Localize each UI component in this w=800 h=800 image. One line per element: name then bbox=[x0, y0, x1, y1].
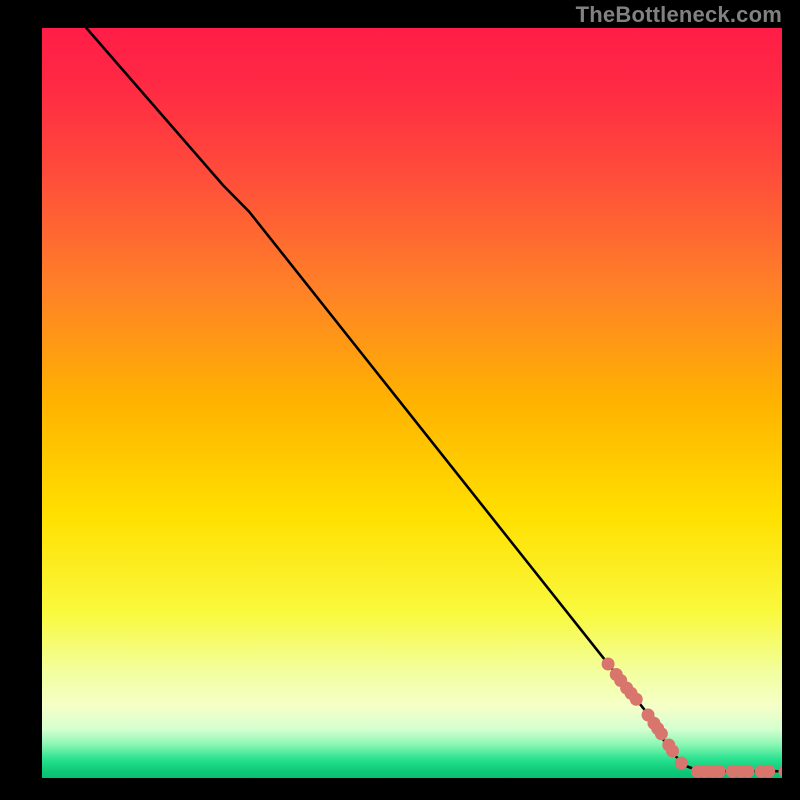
chart-frame: TheBottleneck.com bbox=[0, 0, 800, 800]
data-marker bbox=[602, 658, 615, 671]
data-marker bbox=[630, 693, 643, 706]
watermark-text: TheBottleneck.com bbox=[576, 2, 782, 28]
data-marker bbox=[675, 757, 688, 770]
data-marker bbox=[741, 765, 754, 778]
gradient-background bbox=[42, 28, 782, 778]
data-marker bbox=[655, 727, 668, 740]
data-marker bbox=[666, 745, 679, 758]
data-marker bbox=[713, 765, 726, 778]
chart-svg bbox=[42, 28, 782, 778]
data-marker bbox=[762, 765, 775, 778]
plot-area bbox=[42, 28, 782, 778]
